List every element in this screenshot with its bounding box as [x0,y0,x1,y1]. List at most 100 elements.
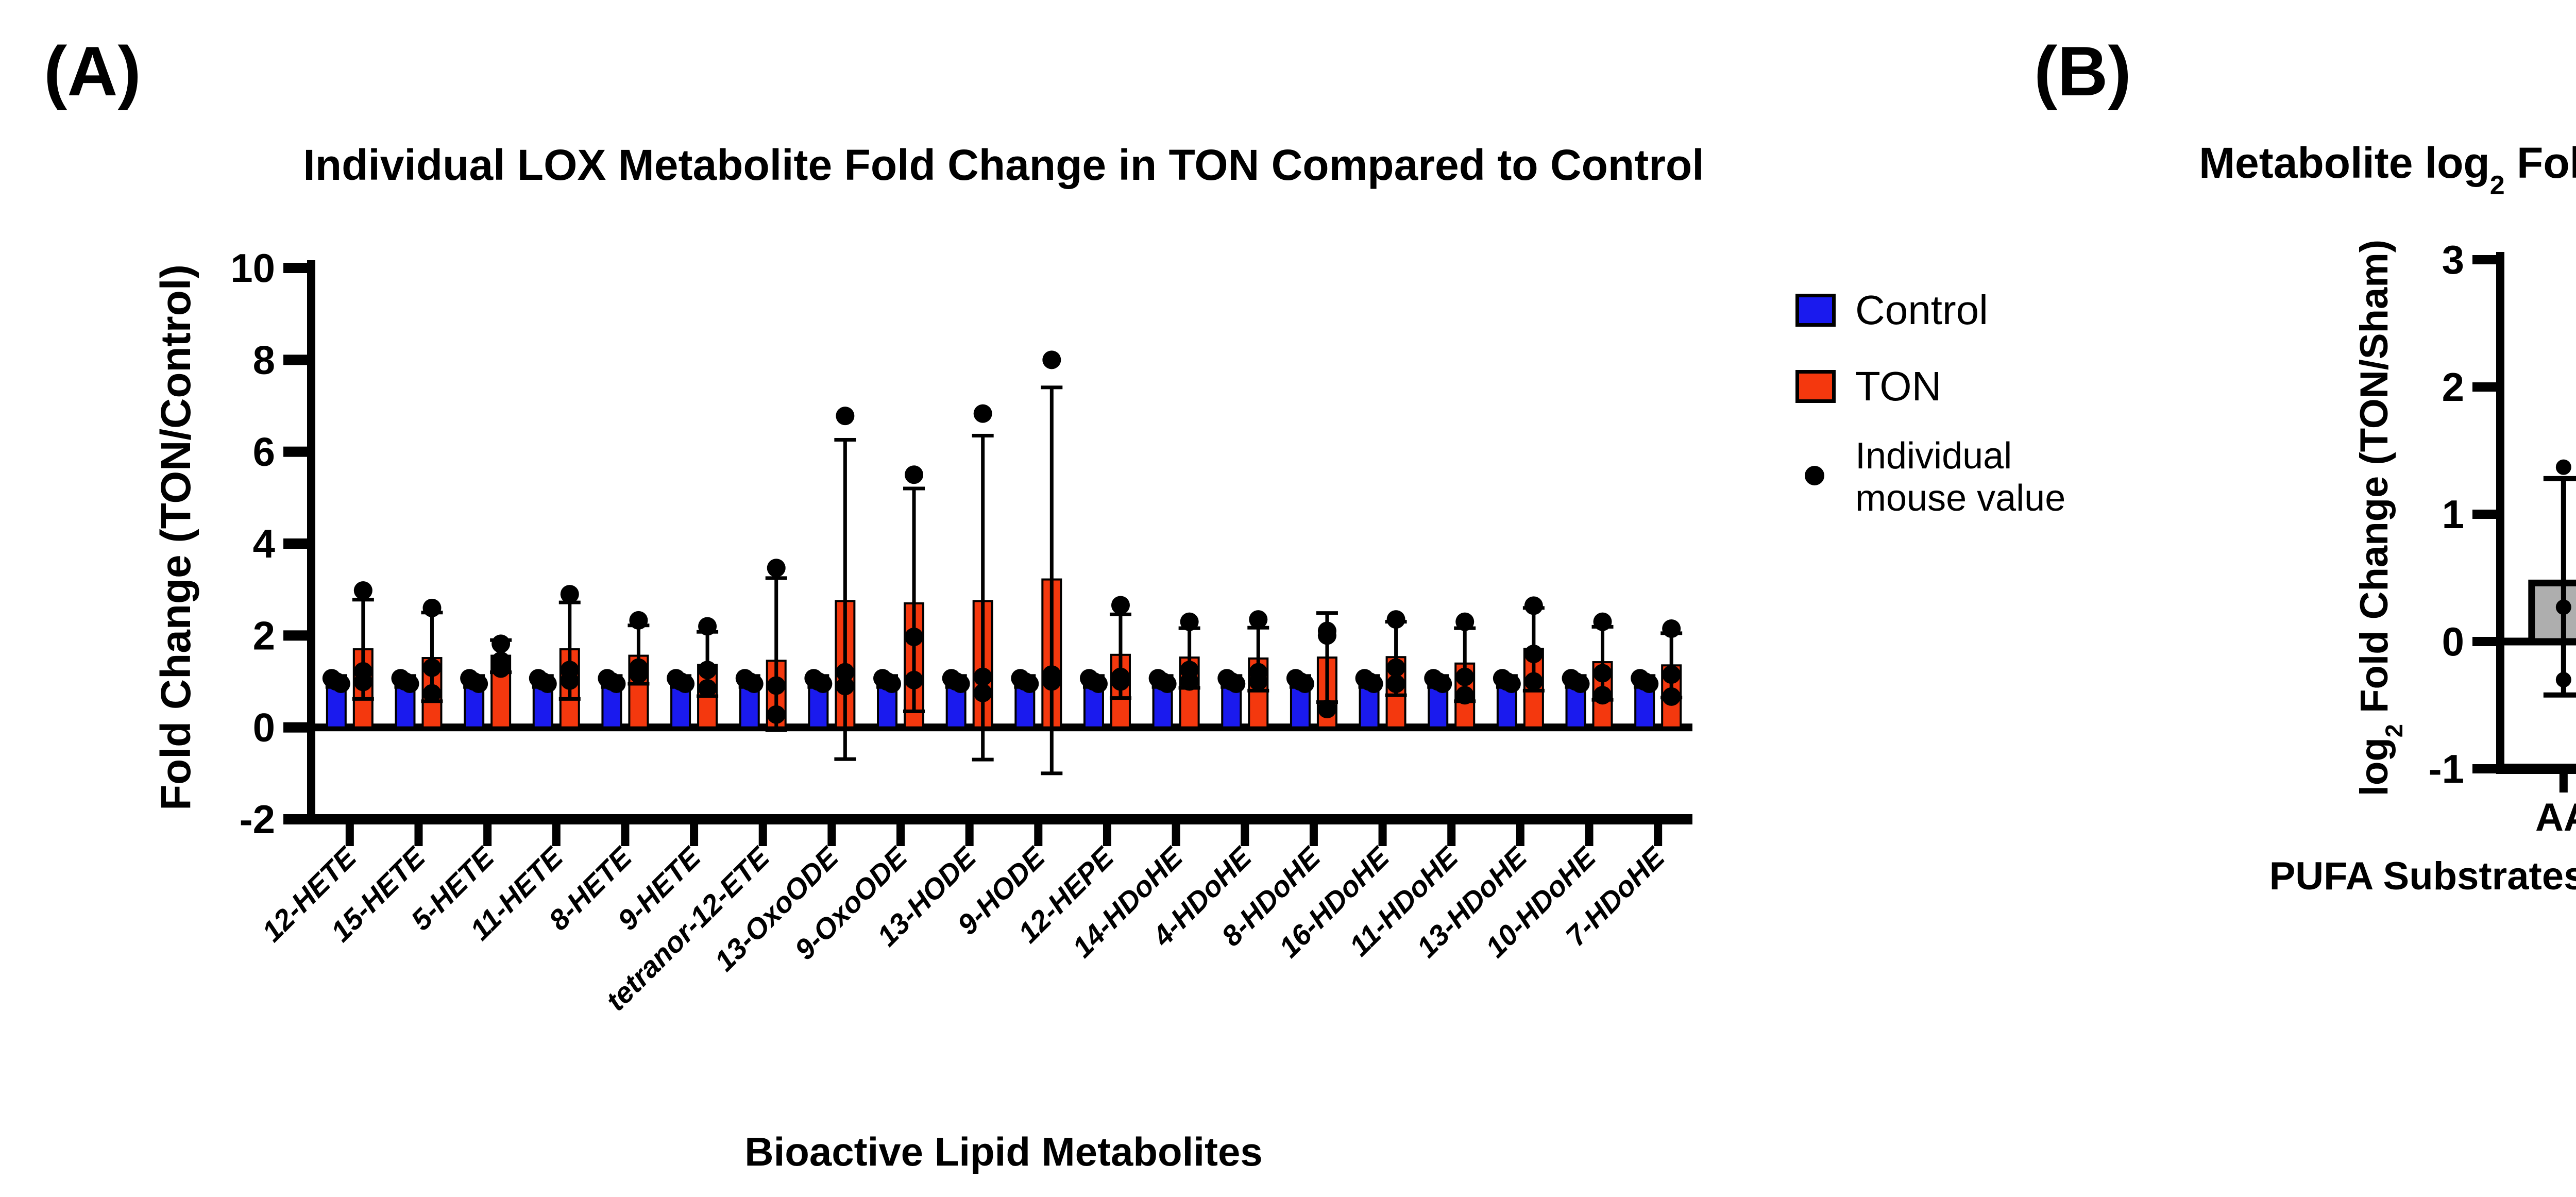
panel-b-dot-TON-AA-0 [2555,459,2571,475]
panel-a-x-tick-9-OxoODE [896,824,905,846]
panel-b-y-tick-label-0: 0 [2442,619,2464,664]
panel-b-letter: (B) [2034,32,2131,110]
panel-a-dot-TON-11-HDoHE-0 [1455,612,1475,631]
panel-a-dot-TON-10-HDoHE-2 [1593,686,1612,705]
panel-a-dot-Control-tetranor-12-ETE-2 [740,672,759,691]
panel-a-dot-TON-10-HDoHE-1 [1593,664,1612,683]
panel-b-dot-TON-AA-2 [2555,672,2571,688]
panel-a-errorbar-TON-12-HEPE [1118,614,1123,698]
panel-a-dot-TON-13-OxoODE-2 [836,677,855,696]
panel-a-x-tick-16-HDoHE [1378,824,1387,846]
panel-a-dot-TON-12-HETE-2 [353,672,372,692]
panel-b-errorbar-TON-AA [2561,478,2566,695]
panel-a-dot-Control-13-HDoHE-2 [1497,672,1516,691]
panel-a-dot-TON-5-HETE-0 [492,634,511,653]
panel-b-dot-TON-AA-1 [2555,599,2571,615]
panel-b-y-tick-label--1: -1 [2429,746,2464,791]
panel-a-x-tick-14-HDoHE [1172,824,1180,846]
panel-a-dot-Control-4-HDoHE-2 [1222,672,1241,691]
panel-a-x-tick-11-HDoHE [1447,824,1456,846]
panel-a-x-tick-8-HDoHE [1309,824,1318,846]
panel-a-dot-Control-13-OxoODE-2 [809,672,828,691]
panel-a-errorbar-cap-bottom-TON-tetranor-12-ETE [765,728,787,732]
panel-a-dot-TON-14-HDoHE-0 [1180,612,1199,631]
panel-a-dot-TON-13-OxoODE-0 [836,407,855,426]
control-swatch-icon [1795,294,1836,327]
panel-a-x-tick-12-HEPE [1103,824,1111,846]
panel-a-y-tick-label-8: 8 [253,337,275,382]
panel-a-x-tick-15-HETE [414,824,423,846]
panel-a-x-tick-13-HDoHE [1516,824,1524,846]
panel-a-dot-TON-8-HDoHE-1 [1317,626,1336,645]
panel-a-x-tick-9-HODE [1034,824,1043,846]
panel-a-dot-TON-14-HDoHE-2 [1180,672,1199,691]
panel-a-y-tick-4 [283,538,307,549]
panel-a-errorbar-TON-8-HETE [636,625,640,684]
panel-a-dot-TON-13-HDoHE-0 [1524,596,1543,615]
panel-a-dot-Control-5-HETE-2 [465,672,484,691]
panel-a-x-tick-7-HDoHE [1654,824,1663,846]
panel-a-dot-TON-13-HODE-0 [973,404,992,423]
panel-a-dot-TON-16-HDoHE-0 [1386,610,1405,629]
panel-a-dot-TON-15-HETE-0 [422,598,442,617]
panel-a-x-tick-13-OxoODE [827,824,836,846]
panel-a-errorbar-cap-top-TON-8-HDoHE [1316,611,1338,615]
panel-a-errorbar-cap-bottom-TON-11-HETE [558,697,581,701]
panel-a-dot-TON-4-HDoHE-0 [1249,610,1268,629]
panel-a-dot-TON-9-OxoODE-0 [905,465,924,484]
panel-a-x-tick-4-HDoHE [1241,824,1249,846]
panel-a-errorbar-TON-8-HDoHE [1325,613,1329,702]
panel-a-dot-TON-11-HETE-0 [560,585,579,604]
panel-a-errorbar-cap-top-TON-9-OxoODE [903,486,925,491]
panel-b-y-axis-title: log2 Fold Change (TON/Sham) [2352,157,2409,879]
panel-a-y-tick-8 [283,355,307,365]
panel-a-x-axis-title: Bioactive Lipid Metabolites [744,1129,1263,1174]
panel-a-dot-TON-8-HETE-0 [629,611,648,630]
panel-a-dot-TON-8-HETE-2 [629,665,648,684]
panel-a-errorbar-cap-top-TON-tetranor-12-ETE [765,576,787,580]
panel-a-zero-line [315,723,1692,732]
panel-a-dot-TON-5-HETE-2 [492,659,511,678]
panel-a-x-tick-10-HDoHE [1585,824,1594,846]
panel-a-dot-TON-7-HDoHE-0 [1662,619,1681,638]
individual-mouse-dot-icon [1805,466,1824,485]
panel-a-dot-TON-16-HDoHE-2 [1386,674,1405,693]
panel-a-dot-TON-7-HDoHE-2 [1662,687,1681,706]
panel-b-title-post: Fold Changes by LOX Pathway [2517,139,2576,187]
panel-a-dot-Control-13-HODE-2 [946,672,965,691]
panel-a-dot-TON-9-OxoODE-1 [905,628,924,647]
panel-a-errorbar-TON-9-OxoODE [912,488,916,712]
panel-a-y-axis-title: Fold Change (TON/Control) [152,264,199,811]
panel-a-dot-Control-9-HODE-2 [1015,672,1035,691]
panel-a-errorbar-cap-bottom-TON-13-OxoODE [834,757,856,761]
panel-a-x-axis [307,814,1692,824]
panel-a-errorbar-TON-tetranor-12-ETE [774,578,778,731]
panel-a-errorbar-cap-bottom-TON-16-HDoHE [1385,693,1407,697]
panel-a-dot-TON-9-HODE-0 [1042,350,1061,369]
panel-a-x-tick-11-HETE [552,824,561,846]
panel-a-errorbar-TON-13-OxoODE [843,440,847,760]
panel-a-errorbar-cap-bottom-TON-9-OxoODE [903,709,925,713]
panel-b-y-axis [2496,252,2504,774]
panel-a-errorbar-cap-bottom-TON-9-HODE [1041,771,1063,775]
panel-a-dot-Control-14-HDoHE-2 [1153,672,1172,691]
panel-b-title-sub: 2 [2489,171,2505,201]
panel-a-dot-Control-12-HEPE-2 [1084,672,1103,691]
panel-a-errorbar-cap-bottom-TON-13-HODE [972,757,994,762]
legend-individual-label: Individual mouse value [1855,435,2065,519]
panel-a-dot-TON-12-HEPE-0 [1111,596,1130,615]
panel-a-errorbar-cap-bottom-TON-12-HEPE [1109,696,1131,700]
panel-a-dot-TON-13-OxoODE-1 [836,663,855,682]
panel-a-dot-Control-10-HDoHE-2 [1566,672,1585,691]
panel-a-dot-Control-8-HETE-2 [602,672,621,691]
panel-a-y-tick-10 [283,263,307,273]
panel-a-y-tick-label-2: 2 [253,613,275,658]
legend-individual-line1: Individual [1855,435,2012,477]
panel-b-x-label-AA: AA [2535,796,2576,839]
legend-control-label: Control [1855,287,1988,333]
panel-a-dot-Control-12-HETE-2 [327,672,346,691]
panel-a-dot-TON-8-HDoHE-2 [1317,700,1336,718]
panel-a-errorbar-TON-10-HDoHE [1601,627,1605,700]
panel-a-errorbar-cap-top-TON-9-HODE [1041,385,1063,390]
panel-b-y-tick-0 [2472,637,2496,646]
